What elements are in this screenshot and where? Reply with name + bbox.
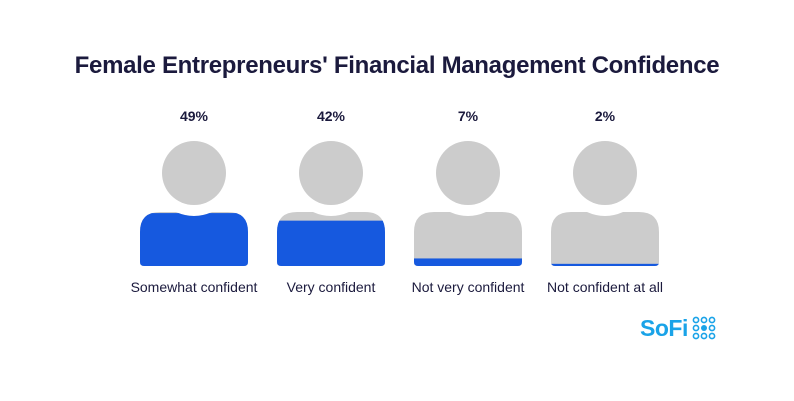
chart-title: Female Entrepreneurs' Financial Manageme… [74, 52, 720, 79]
value-label-2: 42% [316, 108, 346, 124]
person-body-3 [414, 212, 522, 266]
person-icon-4 [551, 141, 659, 266]
category-label-4: Not confident at all [547, 279, 663, 295]
sofi-logo: SoFi [640, 316, 716, 340]
person-body-4 [551, 212, 659, 266]
value-fill-4 [551, 263, 659, 266]
person-head-1 [162, 141, 226, 205]
value-fill-2 [277, 220, 385, 266]
person-icon-1 [140, 141, 248, 266]
value-label-3: 7% [457, 108, 479, 124]
value-label-1: 49% [179, 108, 209, 124]
person-head-4 [573, 141, 637, 205]
value-fill-3 [414, 258, 522, 266]
category-label-1: Somewhat confident [130, 279, 258, 295]
person-head-3 [436, 141, 500, 205]
sofi-logo-text: SoFi [640, 314, 688, 341]
value-fill-1 [140, 213, 248, 266]
category-label-3: Not very confident [411, 279, 525, 295]
person-head-2 [299, 141, 363, 205]
category-label-2: Very confident [286, 279, 376, 295]
sofi-logo-dots-icon [692, 316, 716, 340]
value-label-4: 2% [594, 108, 616, 124]
person-icon-2 [277, 141, 385, 266]
person-icon-3 [414, 141, 522, 266]
